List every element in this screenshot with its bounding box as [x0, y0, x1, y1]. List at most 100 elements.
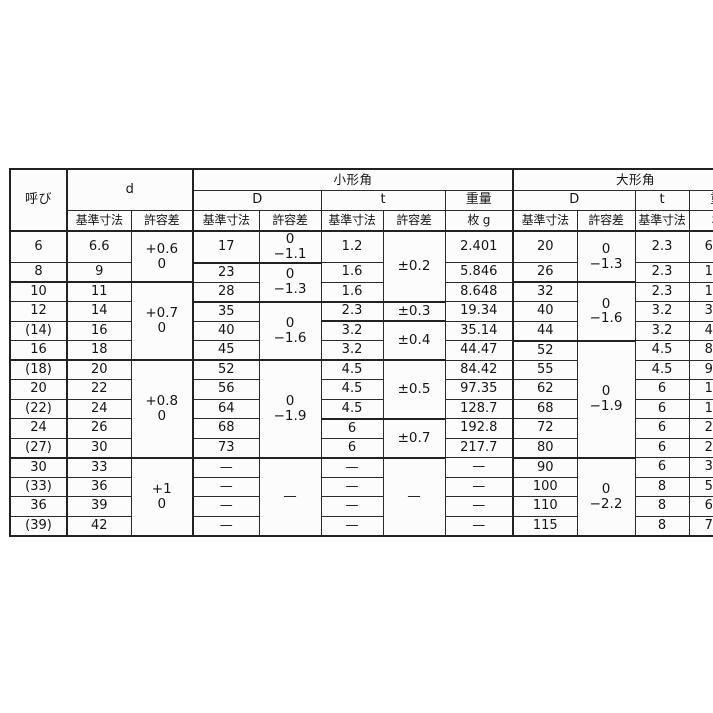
cell-large-t-basic: 8	[634, 476, 690, 498]
header-d: d	[66, 168, 195, 211]
cell-large-weight: 341.2	[688, 457, 713, 478]
cell-small-t-basic: 3.2	[320, 340, 384, 362]
cell-small-t-basic: 1.2	[320, 230, 384, 264]
header-large-t: t	[634, 189, 690, 211]
header-large-t-basic: 基準寸法	[634, 209, 690, 232]
header-small-t: t	[320, 189, 446, 211]
cell-d-basic: 33	[66, 457, 132, 478]
cell-large-weight: 564.1	[688, 476, 713, 498]
cell-small-D-tolerance: 0 −1.1	[258, 230, 322, 264]
cell-small-t-tolerance: ±0.2	[382, 230, 446, 303]
cell-nominal: 24	[9, 418, 68, 439]
cell-small-D-basic: 40	[192, 320, 260, 342]
cell-small-weight: 84.42	[444, 359, 515, 381]
cell-large-D-basic: 115	[512, 515, 578, 537]
cell-small-D-basic: —	[192, 457, 260, 478]
cell-small-weight: —	[444, 457, 515, 478]
cell-small-t-basic: —	[320, 476, 384, 498]
cell-large-weight: 95.76	[688, 359, 713, 381]
cell-small-t-basic: —	[320, 457, 384, 478]
cell-large-D-tolerance: 0 −1.9	[576, 340, 636, 459]
cell-d-basic: 18	[66, 340, 132, 362]
cell-large-D-tolerance: 0 −1.6	[576, 281, 636, 342]
cell-nominal: 10	[9, 281, 68, 303]
cell-small-weight: 5.846	[444, 262, 515, 283]
cell-small-weight: 44.47	[444, 340, 515, 361]
cell-small-D-basic: 28	[192, 281, 260, 303]
cell-small-D-basic: 56	[192, 379, 260, 400]
cell-nominal: (14)	[9, 320, 68, 342]
cell-large-weight: 688.7	[688, 496, 713, 517]
cell-large-weight: 219.0	[688, 418, 713, 439]
cell-nominal: 30	[9, 457, 68, 478]
cell-small-D-basic: —	[192, 496, 260, 517]
cell-large-t-basic: 6	[634, 418, 690, 439]
cell-nominal: (22)	[9, 398, 68, 420]
cell-large-D-tolerance: 0 −2.2	[576, 457, 636, 537]
cell-large-t-basic: 8	[634, 515, 690, 537]
cell-small-weight: 192.8	[444, 418, 515, 439]
cell-small-weight: 35.14	[444, 320, 515, 342]
cell-large-t-basic: 3.2	[634, 301, 690, 322]
cell-d-basic: 16	[66, 320, 132, 342]
cell-d-basic: 22	[66, 379, 132, 400]
cell-small-weight: —	[444, 476, 515, 498]
cell-d-basic: 39	[66, 496, 132, 517]
cell-small-t-basic: 4.5	[320, 359, 384, 381]
cell-large-t-basic: 6	[634, 379, 690, 400]
cell-small-D-basic: 17	[192, 230, 260, 264]
header-large-D: D	[512, 189, 636, 211]
cell-small-D-basic: —	[192, 476, 260, 498]
header-small-weight: 重量	[444, 189, 515, 211]
cell-nominal: 36	[9, 496, 68, 517]
cell-small-D-basic: 23	[192, 262, 260, 283]
cell-large-t-basic: 8	[634, 496, 690, 517]
header-small-t-tolerance: 許容差	[382, 209, 446, 232]
header-large-D-tolerance: 許容差	[576, 209, 636, 232]
cell-large-weight: 6.604	[688, 230, 713, 264]
cell-d-tolerance: +1 0	[130, 457, 195, 537]
cell-small-weight: 2.401	[444, 230, 515, 264]
cell-large-weight: 86.53	[688, 340, 713, 361]
cell-large-D-basic: 55	[512, 359, 578, 381]
cell-d-basic: 24	[66, 398, 132, 420]
cell-small-t-tolerance: ±0.3	[382, 301, 446, 323]
washer-dimension-table: 呼び d 小形角 大形角 D t 重量 D t 重量 基準寸法 許容差 基準寸法	[9, 168, 713, 537]
cell-small-D-basic: 64	[192, 398, 260, 420]
cell-small-D-basic: 73	[192, 437, 260, 459]
cell-small-t-basic: 6	[320, 418, 384, 439]
cell-large-D-basic: 26	[512, 262, 578, 284]
cell-d-basic: 6.6	[66, 230, 132, 264]
cell-large-D-basic: 32	[512, 281, 578, 303]
cell-small-weight: 8.648	[444, 281, 515, 303]
cell-large-D-basic: 52	[512, 340, 578, 361]
cell-d-basic: 36	[66, 476, 132, 498]
table-body: 66.6+0.60170−1.11.2±0.22.401200−1.32.36.…	[9, 230, 713, 537]
cell-small-t-tolerance: —	[382, 457, 446, 537]
cell-large-D-basic: 80	[512, 437, 578, 459]
header-d-basic: 基準寸法	[66, 209, 132, 232]
cell-large-t-basic: 3.2	[634, 320, 690, 342]
cell-small-weight: 128.7	[444, 398, 515, 420]
cell-small-t-basic: 3.2	[320, 320, 384, 342]
cell-d-basic: 20	[66, 359, 132, 381]
cell-large-t-basic: 2.3	[634, 281, 690, 303]
cell-small-t-basic: —	[320, 515, 384, 537]
spec-table-container: 呼び d 小形角 大形角 D t 重量 D t 重量 基準寸法 許容差 基準寸法	[9, 168, 713, 537]
cell-nominal: 8	[9, 262, 68, 284]
cell-large-weight: 16.76	[688, 281, 713, 303]
cell-large-weight: 11.06	[688, 262, 713, 283]
cell-small-D-basic: 68	[192, 418, 260, 439]
cell-small-weight: 217.7	[444, 437, 515, 459]
cell-large-weight: 743.5	[688, 515, 713, 537]
cell-d-basic: 26	[66, 418, 132, 439]
cell-large-t-basic: 2.3	[634, 230, 690, 264]
header-small-weight-unit: 枚 g	[444, 209, 515, 232]
